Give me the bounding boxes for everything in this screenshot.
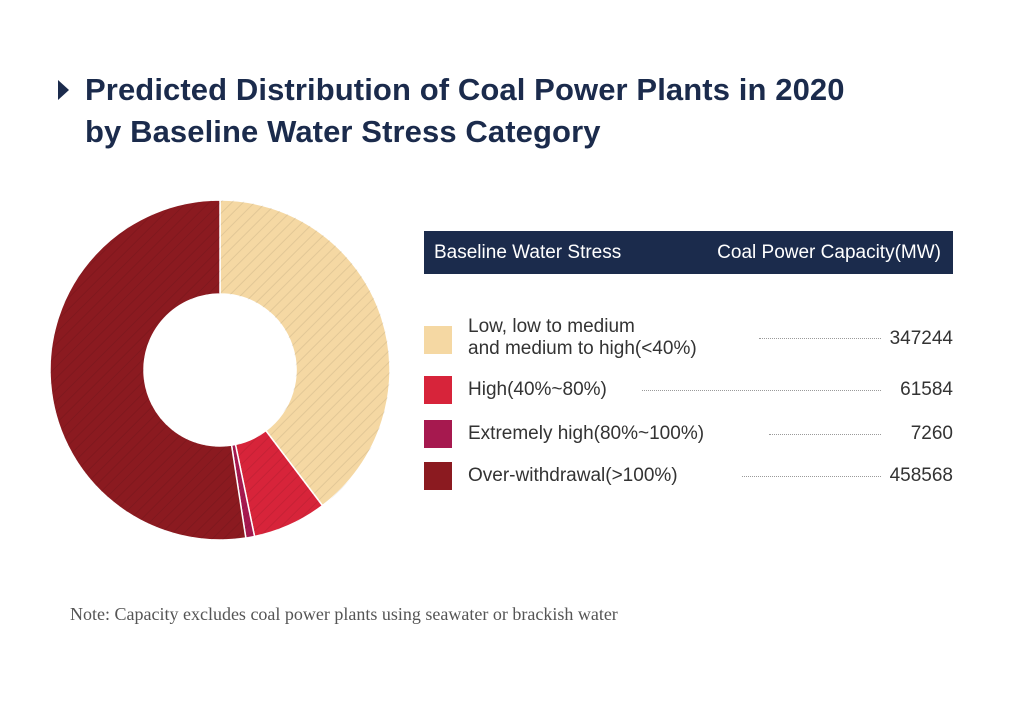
leader-line <box>769 434 881 435</box>
legend-label: Low, low to medium <box>468 316 635 337</box>
donut-chart <box>49 199 391 541</box>
legend-value: 347244 <box>885 328 953 350</box>
title-line-2: by Baseline Water Stress Category <box>85 114 601 149</box>
legend-label: High(40%~80%) <box>468 379 607 400</box>
legend-row-high: High(40%~80%) 61584 <box>424 376 953 406</box>
donut-slice-low <box>219 199 391 507</box>
legend-label: Extremely high(80%~100%) <box>468 423 705 444</box>
leader-line <box>742 476 881 477</box>
legend-row-low: Low, low to medium and medium to high(<4… <box>424 316 953 366</box>
legend-label-line2: and medium to high(<40%) <box>468 338 697 359</box>
header-water-stress: Baseline Water Stress <box>434 242 622 263</box>
legend-swatch <box>424 376 452 404</box>
header-capacity: Coal Power Capacity(MW) <box>717 242 941 263</box>
legend-value: 458568 <box>885 465 953 487</box>
legend-swatch <box>424 326 452 354</box>
leader-line <box>759 338 881 339</box>
title-triangle-icon <box>58 80 69 100</box>
legend-value: 7260 <box>906 423 953 445</box>
chart-note: Note: Capacity excludes coal power plant… <box>70 604 618 624</box>
donut-slice-over-withdrawal <box>49 199 247 541</box>
legend-swatch <box>424 462 452 490</box>
legend-row-over-withdrawal: Over-withdrawal(>100%) 458568 <box>424 462 953 492</box>
legend-swatch <box>424 420 452 448</box>
legend-table-header: Baseline Water Stress Coal Power Capacit… <box>424 231 953 274</box>
leader-line <box>642 390 881 391</box>
legend-label: Over-withdrawal(>100%) <box>468 465 678 486</box>
title-line-1: Predicted Distribution of Coal Power Pla… <box>85 72 845 107</box>
legend-row-extremely-high: Extremely high(80%~100%) 7260 <box>424 420 953 450</box>
legend-value: 61584 <box>896 379 953 401</box>
